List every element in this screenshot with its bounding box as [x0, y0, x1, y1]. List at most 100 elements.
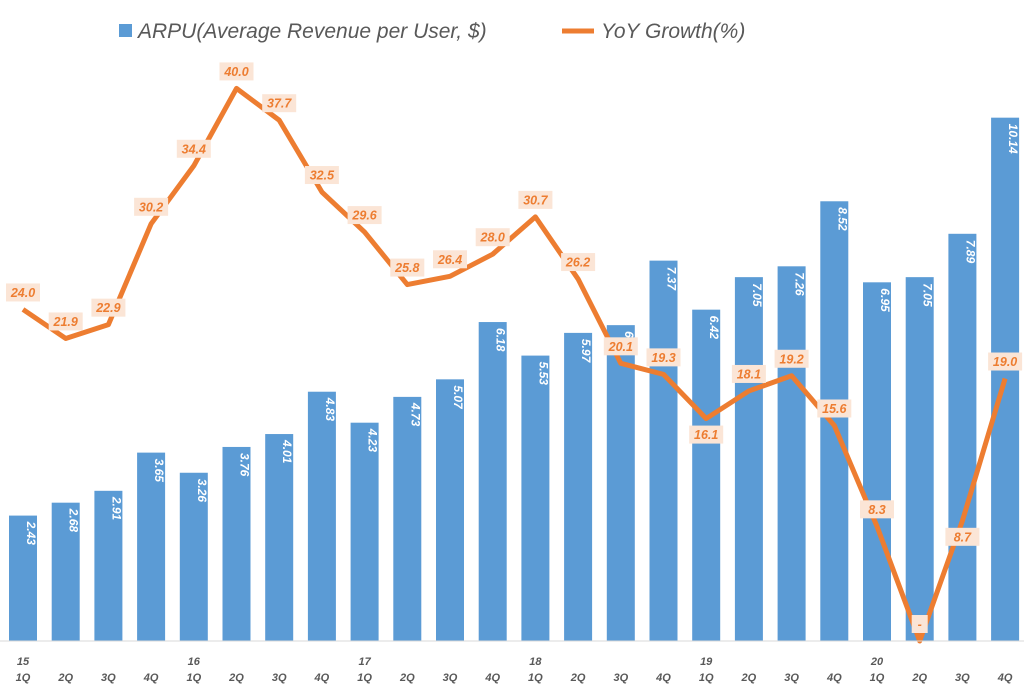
bar [222, 446, 251, 641]
x-tick-quarter: 2Q [57, 672, 73, 684]
bar-label: 7.05 [921, 283, 935, 307]
line-label: 19.2 [779, 352, 803, 366]
legend-bar-swatch [119, 24, 132, 37]
line-label-box [561, 253, 596, 272]
bar [137, 452, 166, 641]
x-tick-quarter: 4Q [826, 672, 842, 684]
bar-label: 10.14 [1006, 124, 1020, 154]
x-tick-quarter: 4Q [997, 672, 1013, 684]
bar [265, 434, 294, 641]
x-tick-quarter: 3Q [613, 672, 628, 684]
bar [521, 355, 550, 641]
line-label-box [176, 139, 211, 158]
line-label-box [475, 228, 510, 247]
line-label-box [390, 258, 425, 277]
bar-label: 7.89 [963, 240, 977, 264]
line-label: 25.8 [394, 261, 419, 275]
x-tick-quarter: 3Q [784, 672, 799, 684]
bar [94, 490, 123, 641]
x-tick-year: 15 [17, 656, 30, 668]
line-label: 28.0 [480, 231, 505, 245]
line-label-box [774, 349, 809, 368]
x-tick-quarter: 4Q [655, 672, 671, 684]
x-tick-year: 18 [529, 656, 542, 668]
line-label: 20.1 [608, 340, 633, 354]
line-label-box [219, 62, 254, 81]
legend: ARPU(Average Revenue per User, $) YoY Gr… [119, 20, 745, 43]
bar-label: 8.52 [835, 207, 849, 231]
bar [948, 233, 977, 642]
line-label: 37.7 [267, 97, 292, 111]
line-label-box [433, 250, 467, 269]
x-tick-quarter: 3Q [443, 672, 458, 684]
bar-label: 2.43 [24, 521, 38, 546]
line-label: 18.1 [737, 367, 761, 381]
line-label: 34.4 [182, 142, 206, 156]
bar [649, 260, 678, 641]
line-label-box [6, 283, 40, 302]
line-label: 19.0 [993, 355, 1017, 369]
line-label-box [689, 425, 724, 444]
x-tick-quarter: 4Q [314, 672, 330, 684]
x-tick-quarter: 1Q [699, 672, 714, 684]
x-tick-year: 20 [870, 656, 884, 668]
bar [51, 502, 80, 641]
bar-label: 5.97 [579, 339, 593, 364]
line-label-box [817, 399, 852, 418]
line-label-box [988, 352, 1023, 371]
line-label-box [262, 94, 297, 113]
bar-label: 4.01 [280, 439, 294, 464]
bar-label: 2.91 [109, 496, 123, 521]
line-label: 40.0 [223, 65, 248, 79]
x-tick-quarter: 3Q [272, 672, 287, 684]
line-label-box [304, 166, 339, 185]
x-tick-quarter: 1Q [870, 672, 885, 684]
bar-label: 3.26 [195, 479, 209, 503]
bar [564, 332, 593, 641]
x-tick-quarter: 1Q [16, 672, 31, 684]
x-tick-year: 16 [188, 656, 201, 668]
line-label: 8.7 [954, 530, 972, 544]
bar [692, 309, 721, 641]
bar [606, 325, 635, 641]
line-label: 29.6 [351, 209, 377, 223]
bar-label: 7.37 [665, 267, 679, 292]
line-label: 16.1 [694, 428, 718, 442]
line-label-box [646, 348, 681, 367]
line-label: - [918, 618, 922, 632]
growth-line [21, 85, 1008, 644]
bar-label: 5.53 [536, 362, 550, 386]
bar [863, 282, 891, 641]
bar [734, 277, 763, 641]
x-tick-quarter: 1Q [528, 672, 543, 684]
line-label-box [91, 298, 126, 317]
line-label: 8.3 [868, 503, 885, 517]
x-tick-quarter: 2Q [228, 672, 244, 684]
line-label: 15.6 [822, 402, 847, 416]
bar-label: 6.18 [494, 328, 508, 352]
bar-label: 4.23 [366, 428, 380, 453]
bar [9, 515, 37, 641]
line-label: 30.2 [139, 200, 163, 214]
bar [179, 472, 208, 641]
line-label-box [911, 615, 928, 633]
x-tick-quarter: 2Q [570, 672, 586, 684]
line-label-box [945, 527, 980, 546]
line-label-box [860, 500, 894, 519]
bar-label: 2.68 [67, 508, 81, 533]
legend-line-label: YoY Growth(%) [601, 20, 745, 43]
bar-label: 5.07 [451, 385, 465, 410]
line-label: 30.7 [523, 193, 548, 207]
bar [820, 201, 849, 641]
bar [350, 422, 379, 641]
x-tick-year: 17 [358, 656, 371, 668]
x-tick-quarter: 1Q [357, 672, 372, 684]
x-tick-quarter: 1Q [186, 672, 201, 684]
line-label: 19.3 [651, 351, 675, 365]
x-tick-quarter: 2Q [911, 672, 927, 684]
x-tick-quarter: 2Q [399, 672, 415, 684]
x-tick-quarter: 2Q [741, 672, 757, 684]
x-tick-quarter: 4Q [484, 672, 500, 684]
line-label: 22.9 [95, 301, 120, 315]
